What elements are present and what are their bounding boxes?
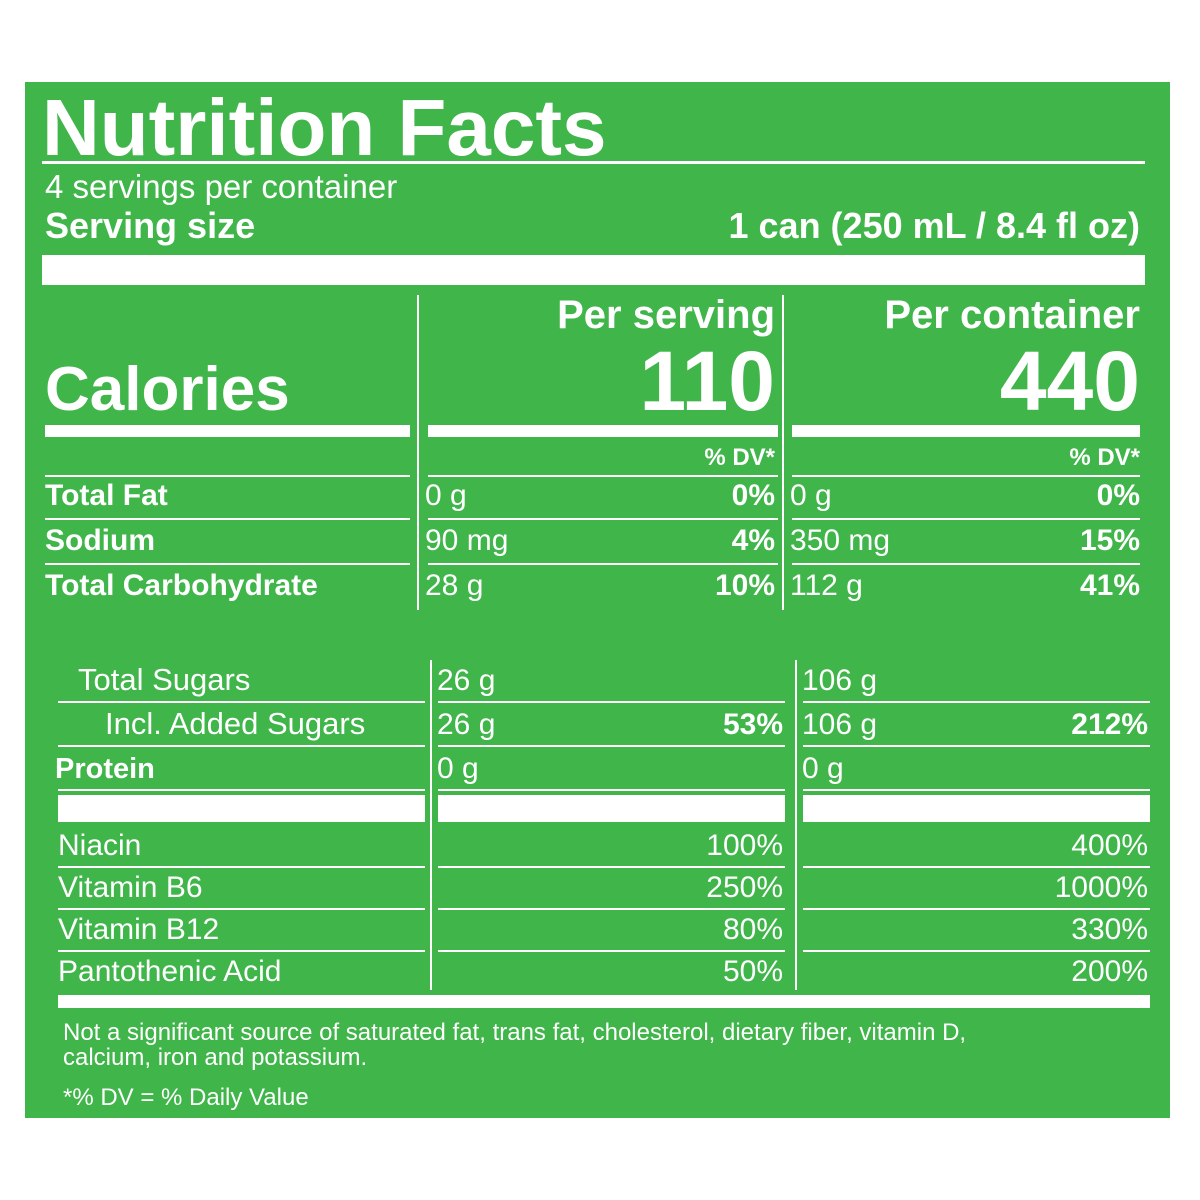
row-rule <box>45 518 410 520</box>
row-rule <box>792 518 1140 520</box>
daily-value: 1000% <box>1055 871 1148 904</box>
row-rule <box>803 701 1150 703</box>
column-header: Per container <box>884 293 1140 337</box>
nutrient-name: Total Fat <box>45 479 168 512</box>
row-rule <box>58 789 425 791</box>
nutrient-name: Protein <box>55 753 155 785</box>
row-rule <box>45 475 410 477</box>
nutrient-name: Niacin <box>58 829 141 862</box>
row-rule <box>438 745 785 747</box>
daily-value: 4% <box>732 524 775 557</box>
row-rule <box>438 908 785 910</box>
footnote: calcium, iron and potassium. <box>63 1044 367 1071</box>
nutrient-name: Sodium <box>45 524 155 557</box>
daily-value: 80% <box>723 913 783 946</box>
label-background <box>25 82 1170 1118</box>
row-rule <box>438 866 785 868</box>
row-rule <box>438 789 785 791</box>
amount: 0 g <box>802 752 844 785</box>
row-rule <box>58 908 425 910</box>
amount: 0 g <box>425 479 467 512</box>
nutrient-name: Total Sugars <box>78 662 250 697</box>
amount: 26 g <box>437 664 495 697</box>
row-rule <box>803 789 1150 791</box>
daily-value: 50% <box>723 955 783 988</box>
rules <box>42 161 1150 1008</box>
row-rule <box>58 745 425 747</box>
row-rule <box>428 475 778 477</box>
amount: 0 g <box>790 479 832 512</box>
amount: 28 g <box>425 569 483 602</box>
daily-value: 0% <box>732 479 775 512</box>
column-header: Per serving <box>557 293 775 337</box>
row-rule <box>428 563 778 565</box>
row-rule <box>803 950 1150 952</box>
dv-note: *% DV = % Daily Value <box>63 1084 309 1111</box>
amount: 112 g <box>790 569 863 602</box>
row-rule <box>438 950 785 952</box>
daily-value: 15% <box>1080 524 1140 557</box>
daily-value: 200% <box>1071 955 1148 988</box>
title: Nutrition Facts <box>42 83 606 172</box>
nutrient-name: Vitamin B12 <box>58 913 219 946</box>
serving-size-value: 1 can (250 mL / 8.4 fl oz) <box>729 205 1141 246</box>
amount: 106 g <box>802 708 877 741</box>
serving-size-label: Serving size <box>45 205 255 246</box>
row-rule <box>803 908 1150 910</box>
row-rule <box>792 563 1140 565</box>
daily-value: 400% <box>1071 829 1148 862</box>
daily-value: 53% <box>723 708 783 741</box>
nutrient-name: Vitamin B6 <box>58 871 203 904</box>
amount: 90 mg <box>425 524 508 557</box>
nutrient-name: Total Carbohydrate <box>45 569 318 602</box>
row-rule <box>438 701 785 703</box>
row-rule <box>803 866 1150 868</box>
amount: 0 g <box>437 752 479 785</box>
row-rule <box>58 866 425 868</box>
daily-value: 100% <box>706 829 783 862</box>
amount: 26 g <box>437 708 495 741</box>
row-rule <box>58 701 425 703</box>
row-rule <box>803 745 1150 747</box>
row-rule <box>428 518 778 520</box>
daily-value: 41% <box>1080 569 1140 602</box>
dv-header: % DV* <box>704 444 775 471</box>
daily-value: 0% <box>1097 479 1140 512</box>
daily-value: 10% <box>715 569 775 602</box>
calories-label: Calories <box>45 355 290 424</box>
daily-value: 212% <box>1071 708 1148 741</box>
daily-value: 250% <box>706 871 783 904</box>
row-rule <box>792 475 1140 477</box>
amount: 350 mg <box>790 524 890 557</box>
nutrient-name: Incl. Added Sugars <box>105 706 365 741</box>
row-rule <box>45 563 410 565</box>
calories-value: 110 <box>639 334 775 428</box>
amount: 106 g <box>802 664 877 697</box>
row-rule <box>58 950 425 952</box>
footnote: Not a significant source of saturated fa… <box>63 1019 966 1046</box>
daily-value: 330% <box>1071 913 1148 946</box>
calories-value: 440 <box>1000 334 1140 428</box>
servings: 4 servings per container <box>45 168 397 205</box>
nutrient-name: Pantothenic Acid <box>58 955 282 988</box>
dv-header: % DV* <box>1069 444 1140 471</box>
